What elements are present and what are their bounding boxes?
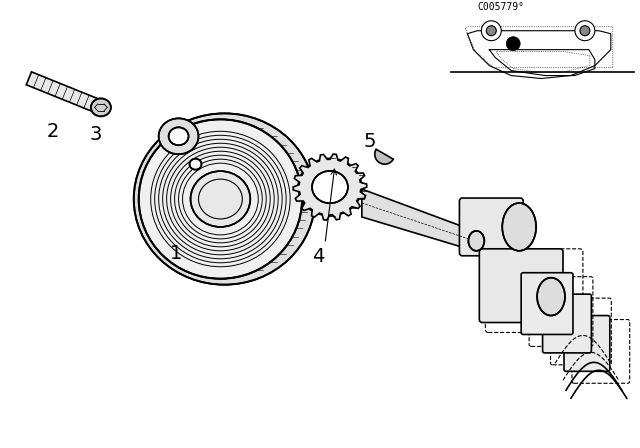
Circle shape (481, 21, 501, 41)
Circle shape (506, 37, 520, 51)
Polygon shape (362, 189, 474, 251)
Polygon shape (26, 72, 104, 114)
Ellipse shape (139, 119, 302, 279)
Ellipse shape (298, 159, 362, 216)
Ellipse shape (537, 278, 565, 315)
FancyBboxPatch shape (521, 273, 573, 335)
Circle shape (575, 21, 595, 41)
FancyBboxPatch shape (564, 315, 610, 371)
Polygon shape (293, 154, 367, 220)
Text: 5: 5 (364, 132, 376, 151)
Ellipse shape (468, 231, 484, 251)
Ellipse shape (486, 26, 496, 36)
Text: 1: 1 (170, 244, 182, 263)
FancyBboxPatch shape (479, 249, 563, 323)
Wedge shape (375, 149, 394, 164)
Ellipse shape (502, 203, 536, 251)
FancyBboxPatch shape (543, 294, 591, 353)
Ellipse shape (580, 26, 590, 36)
Ellipse shape (312, 171, 348, 203)
Text: C005779°: C005779° (477, 2, 524, 12)
Ellipse shape (189, 159, 202, 170)
FancyBboxPatch shape (460, 198, 523, 256)
Text: 4: 4 (312, 247, 324, 266)
Ellipse shape (91, 99, 111, 116)
Text: 2: 2 (47, 122, 60, 141)
Ellipse shape (159, 118, 198, 154)
Ellipse shape (191, 171, 250, 227)
Ellipse shape (134, 113, 315, 284)
Text: 3: 3 (90, 125, 102, 144)
Ellipse shape (168, 127, 189, 145)
